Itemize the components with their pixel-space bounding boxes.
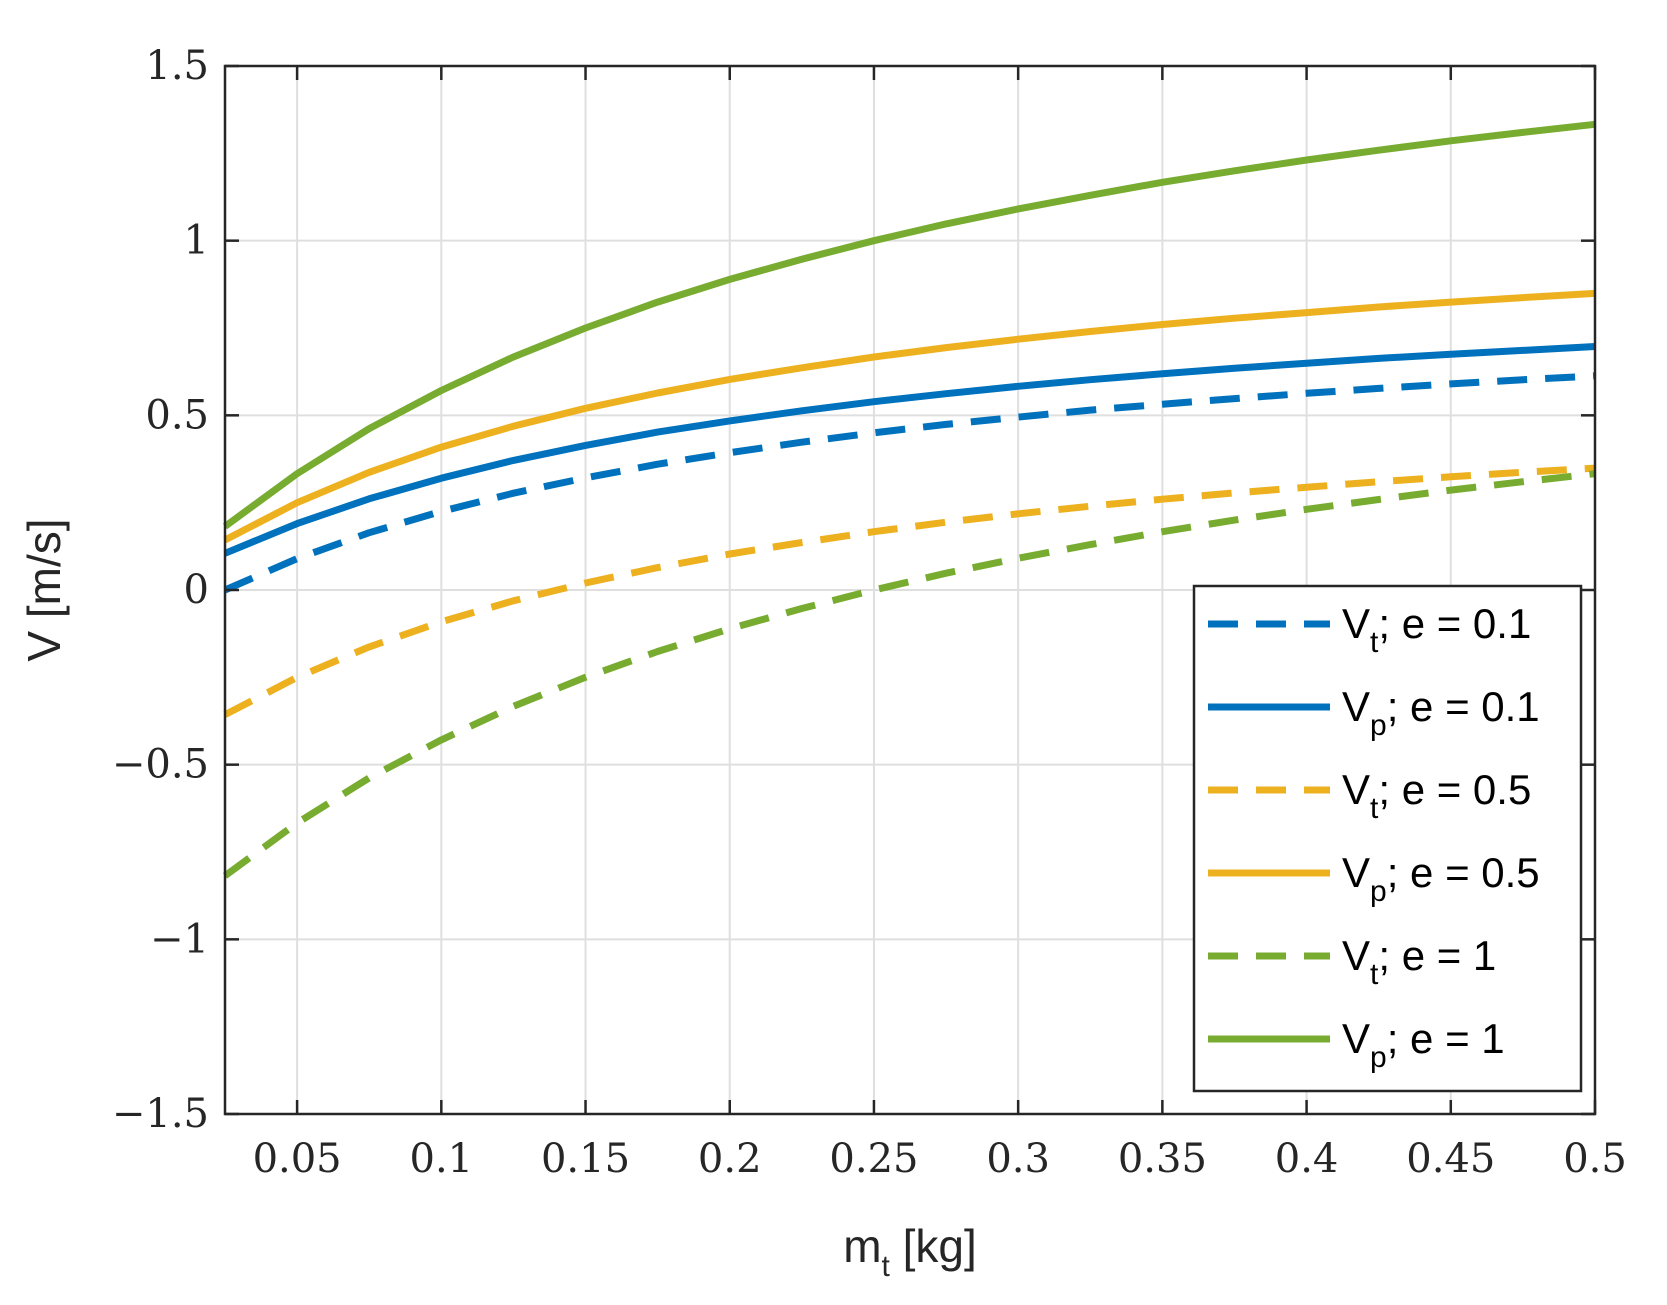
x-tick-label: 0.3 (986, 1136, 1050, 1182)
legend-label: Vp; e = 1 (1342, 1015, 1505, 1074)
x-tick-label: 0.2 (698, 1136, 762, 1182)
legend-item: Vt; e = 0.1 (1208, 600, 1531, 659)
y-tick-label: −0.5 (112, 742, 209, 788)
x-tick-label: 0.35 (1118, 1136, 1207, 1182)
x-tick-label: 0.45 (1406, 1136, 1495, 1182)
legend-items: Vt; e = 0.1 Vp; e = 0.1 Vt; e = 0.5 Vp; e =… (1208, 600, 1540, 1074)
legend-label: Vt; e = 0.1 (1342, 600, 1531, 659)
y-tick-label: 0 (184, 567, 209, 613)
series-line-v-t-e-0-1 (223, 372, 1596, 594)
y-axis-label: V [m/s] (18, 518, 70, 661)
x-tick-label: 0.1 (410, 1136, 474, 1182)
series-lines (222, 120, 1596, 879)
tick-marks (225, 64, 1597, 1116)
legend: Vt; e = 0.1 Vp; e = 0.1 Vt; e = 0.5 Vp; e =… (1192, 584, 1583, 1093)
series-line-v-t-e-1 (222, 470, 1596, 879)
series-line-v-p-e-0-1 (223, 343, 1596, 557)
y-tick-label: 0.5 (145, 392, 209, 438)
x-axis-label: mt [kg] (843, 1220, 977, 1283)
y-tick-label: 1.5 (145, 43, 209, 89)
x-axis-label-unit: [kg] (890, 1220, 977, 1272)
legend-item: Vp; e = 0.5 (1208, 849, 1540, 908)
legend-label: Vp; e = 0.1 (1342, 683, 1540, 742)
x-tick-label: 0.4 (1275, 1136, 1339, 1182)
legend-item: Vt; e = 0.5 (1208, 766, 1531, 825)
x-tick-label: 0.05 (253, 1136, 342, 1182)
y-tick-labels: −1.5 −1 −0.5 0 0.5 1 1.5 (112, 43, 209, 1137)
legend-item: Vt; e = 1 (1208, 932, 1496, 991)
legend-label: Vp; e = 0.5 (1342, 849, 1540, 908)
legend-label: Vt; e = 0.5 (1342, 766, 1531, 825)
x-tick-label: 0.15 (541, 1136, 630, 1182)
y-tick-label: 1 (184, 218, 209, 264)
x-tick-labels: 0.05 0.1 0.15 0.2 0.25 0.3 0.35 0.4 0.45 0.5 (253, 1136, 1627, 1182)
x-tick-label: 0.5 (1563, 1136, 1627, 1182)
legend-item: Vp; e = 1 (1208, 1015, 1505, 1074)
x-axis-label-main: m (843, 1220, 881, 1272)
legend-box (1192, 584, 1583, 1093)
y-tick-label: −1.5 (112, 1091, 209, 1137)
series-line-v-p-e-0-5 (223, 289, 1596, 544)
legend-item: Vp; e = 0.1 (1208, 683, 1540, 742)
legend-label: Vt; e = 1 (1342, 932, 1496, 991)
series-line-v-t-e-0-5 (223, 464, 1596, 718)
y-tick-label: −1 (150, 916, 209, 962)
x-axis-label-subscript: t (882, 1250, 891, 1283)
x-tick-label: 0.25 (829, 1136, 918, 1182)
series-line-v-p-e-1 (222, 120, 1596, 530)
